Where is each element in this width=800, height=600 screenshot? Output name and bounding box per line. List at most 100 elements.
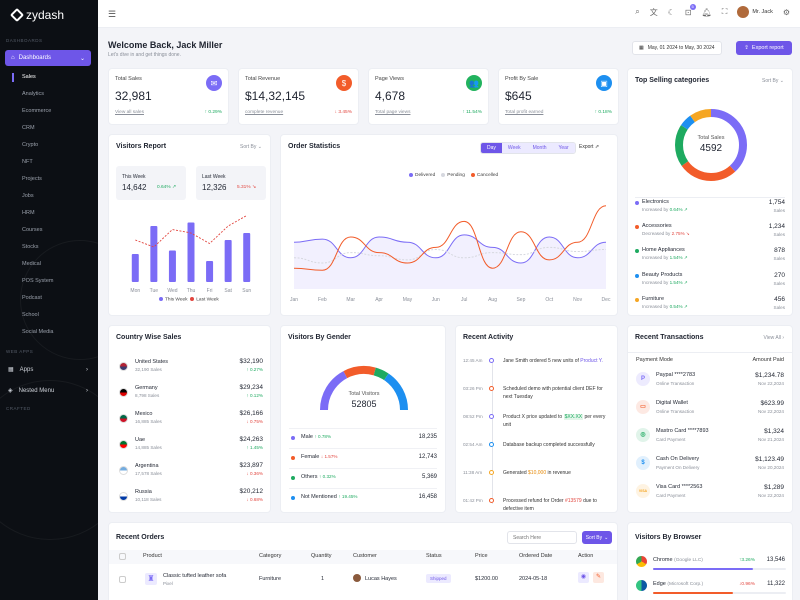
- stat-link[interactable]: Total profit earned: [505, 110, 544, 115]
- sidebar-item[interactable]: CRM: [22, 125, 35, 131]
- donut-slice: [675, 109, 747, 181]
- activity-time: 02:54 Am: [463, 442, 483, 447]
- sidebar-item[interactable]: Sales: [22, 74, 36, 80]
- browser-row: Edge (Microsoft Corp.) ↓0.96% 11,322: [636, 579, 786, 600]
- product-name: Classic tufted leather sofa: [163, 573, 227, 579]
- tab-week[interactable]: Week: [501, 143, 527, 153]
- stat-link[interactable]: Total page views: [375, 110, 411, 115]
- recent-transactions-card: Recent Transactions View All › Payment M…: [627, 325, 793, 513]
- column-header[interactable]: Customer: [353, 553, 377, 559]
- legend-dot: [291, 496, 295, 500]
- sidebar-item-dashboards[interactable]: ⌂ Dashboards ⌄: [5, 50, 91, 66]
- cart-icon[interactable]: ⊡ 5: [684, 3, 696, 17]
- export-button[interactable]: Export ⇗: [579, 144, 600, 150]
- edit-icon[interactable]: ✎: [593, 572, 604, 583]
- country-name: Mexico: [135, 411, 153, 417]
- stat-link[interactable]: View all sales: [115, 110, 144, 115]
- search-icon[interactable]: ⌕: [635, 7, 640, 16]
- column-header[interactable]: Category: [259, 553, 282, 559]
- category-row: Beauty Products Increased by 1.54% ↗ 270 Sa…: [635, 271, 785, 293]
- sort-by-dropdown[interactable]: Sort By ⌄: [240, 144, 262, 150]
- chevron-down-icon: ⌄: [79, 55, 85, 62]
- sidebar: zydash DASHBOARDS ⌂ Dashboards ⌄ Sales Anal…: [0, 0, 98, 600]
- sidebar-item[interactable]: Projects: [22, 176, 42, 182]
- x-tick-label: May: [403, 297, 413, 303]
- sidebar-item[interactable]: Medical: [22, 261, 41, 267]
- column-header[interactable]: Product: [143, 553, 162, 559]
- tab-month[interactable]: Month: [526, 143, 553, 153]
- search-input[interactable]: [507, 531, 577, 544]
- menu-toggle-icon[interactable]: ☰: [108, 9, 117, 19]
- sort-by-button[interactable]: Sort By ⌄: [582, 531, 612, 544]
- payment-amount: $1,289: [764, 484, 784, 491]
- sidebar-item[interactable]: School: [22, 312, 39, 318]
- activity-item: 02:54 Am Database backup completed succes…: [463, 441, 611, 467]
- sidebar-item[interactable]: Podcast: [22, 295, 42, 301]
- transaction-row[interactable]: $ Cash On Delivery Payment On Delivery $1,1…: [636, 454, 784, 478]
- payment-type: Payment On Delivery: [656, 465, 700, 470]
- country-name: Uae: [135, 437, 146, 443]
- column-header[interactable]: Action: [578, 553, 594, 559]
- user-menu[interactable]: Mr. Jack: [737, 6, 773, 18]
- sidebar-item[interactable]: Social Media: [22, 329, 54, 335]
- column-header[interactable]: Status: [426, 553, 442, 559]
- app-logo[interactable]: zydash: [9, 7, 64, 23]
- gauge-value: 52805: [351, 399, 377, 409]
- export-report-button[interactable]: ⇪ Export report: [736, 41, 792, 55]
- x-tick-label: Mon: [130, 288, 140, 294]
- gauge-segment: [343, 366, 376, 379]
- sidebar-section-webapps: WEB APPS: [6, 349, 34, 354]
- transaction-row[interactable]: VISA Visa Card ****2563 Card Payment $1,289…: [636, 482, 784, 506]
- table-row[interactable]: ♜ Classic tufted leather sofa Pixel Furn…: [109, 568, 617, 590]
- gear-icon[interactable]: ⚙: [782, 7, 790, 17]
- column-header[interactable]: Quantity: [311, 553, 332, 559]
- sidebar-item[interactable]: Ecommerce: [22, 108, 52, 114]
- category-row: Home Appliances Increased by 1.54% ↗ 878 Sa…: [635, 246, 785, 268]
- legend-dot: [441, 173, 446, 177]
- view-icon[interactable]: ◉: [578, 572, 589, 583]
- moon-icon[interactable]: ☾: [667, 7, 675, 17]
- legend-label: Cancelled: [476, 173, 499, 179]
- top-selling-card: Top Selling categories Sort By ⌄ Total S…: [627, 68, 793, 316]
- gender-label: Female ↓ 1.57%: [301, 454, 338, 460]
- row-checkbox[interactable]: [119, 576, 126, 583]
- sidebar-item[interactable]: POS System: [22, 278, 54, 284]
- translate-icon[interactable]: 文: [649, 7, 658, 17]
- transaction-row[interactable]: ◎ Mastro Card ****7893 Card Payment $1,324 N…: [636, 426, 784, 450]
- sort-by-dropdown[interactable]: Sort By ⌄: [762, 78, 784, 84]
- bar-this-week: [243, 233, 251, 282]
- sidebar-item[interactable]: Courses: [22, 227, 43, 233]
- payment-amount: $1,234.78: [755, 372, 784, 379]
- visitors-report-card: Visitors Report Sort By ⌄ This Week 14,6…: [108, 134, 271, 316]
- stat-link[interactable]: complete revenue: [245, 110, 284, 115]
- fullscreen-icon[interactable]: ⛶: [721, 7, 728, 16]
- sidebar-item[interactable]: HRM: [22, 210, 35, 216]
- tab-day[interactable]: Day: [481, 143, 502, 153]
- area-delivered: [294, 234, 606, 289]
- sidebar-item[interactable]: Analytics: [22, 91, 45, 97]
- column-header[interactable]: Ordered Date: [519, 553, 553, 559]
- gender-row: Female ↓ 1.57% 12,743: [289, 448, 437, 466]
- sidebar-item[interactable]: NFT: [22, 159, 33, 165]
- column-header[interactable]: Price: [475, 553, 488, 559]
- donut-center-value: 4592: [699, 143, 723, 154]
- tab-year[interactable]: Year: [552, 143, 575, 153]
- payment-amount: $1,123.49: [755, 456, 784, 463]
- bell-icon[interactable]: 🔔︎: [701, 7, 712, 17]
- transaction-row[interactable]: ▭ Digital Wallet Online Transaction $623.99…: [636, 398, 784, 422]
- view-all-link[interactable]: View All ›: [763, 335, 784, 341]
- sidebar-item-nested-menu[interactable]: ◈ Nested Menu ›: [8, 387, 88, 395]
- sidebar-item-apps[interactable]: ▦ Apps ›: [8, 366, 88, 374]
- visitors-bar-chart: Mon Tue Wed Thu Fri Sat Sun: [130, 215, 251, 294]
- date-range-picker[interactable]: ▦ May, 01 2024 to May, 30 2024: [632, 41, 722, 55]
- transaction-row[interactable]: P Paypal ****2783 Online Transaction $1,234…: [636, 370, 784, 394]
- country-row: United States 32,190 Sales $32,190 ↑ 0.27%: [117, 357, 263, 379]
- sidebar-item[interactable]: Stocks: [22, 244, 39, 250]
- topbar: ☰ ⌕ 文 ☾ ⊡ 5 🔔︎ ⛶ Mr. Jack ⚙: [98, 0, 800, 28]
- select-all-checkbox[interactable]: [119, 553, 126, 560]
- sidebar-item[interactable]: Jobs: [22, 193, 34, 199]
- donut-slice: [675, 109, 747, 181]
- bar-this-week: [206, 261, 214, 282]
- sidebar-item[interactable]: Crypto: [22, 142, 39, 148]
- period-tabs: Day Week Month Year: [480, 142, 576, 154]
